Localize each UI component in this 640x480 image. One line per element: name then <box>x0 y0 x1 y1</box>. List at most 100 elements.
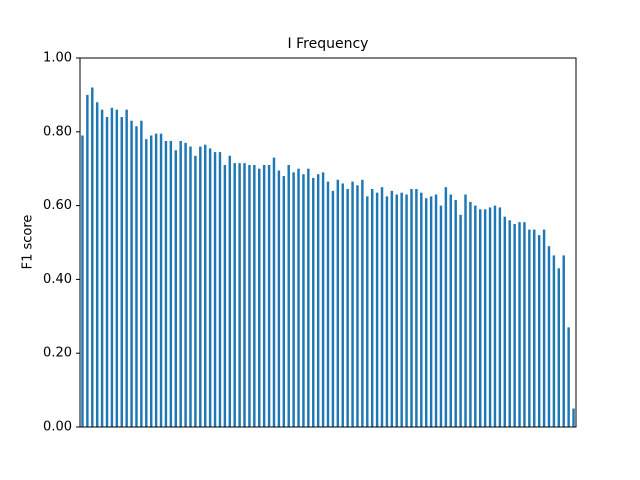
bar <box>483 209 487 427</box>
bar <box>444 187 448 427</box>
bar <box>105 117 109 427</box>
bar <box>390 190 394 427</box>
bar <box>248 165 251 427</box>
bar <box>204 144 207 427</box>
bar <box>120 117 123 427</box>
y-tick-label: 0.20 <box>43 346 72 361</box>
bar <box>503 216 507 427</box>
bar <box>528 229 531 427</box>
bar <box>400 192 403 427</box>
bar <box>439 205 443 427</box>
bar <box>415 188 418 427</box>
y-tick-label: 0.60 <box>43 198 72 213</box>
bar <box>405 194 408 427</box>
bar <box>488 207 492 427</box>
bar <box>208 148 212 427</box>
bar <box>95 102 99 427</box>
bar <box>326 181 330 427</box>
bar <box>537 235 541 427</box>
bar <box>351 181 354 427</box>
bar <box>184 142 187 427</box>
bar <box>474 205 477 427</box>
bar <box>361 179 364 427</box>
bar <box>336 179 340 427</box>
bar <box>341 183 344 427</box>
bar <box>547 246 551 427</box>
bar <box>523 222 526 427</box>
bar <box>434 194 438 427</box>
bar <box>194 155 197 427</box>
bar <box>169 141 173 427</box>
chart-title: I Frequency <box>288 36 369 52</box>
bar <box>277 170 281 428</box>
bar <box>243 163 246 428</box>
bar <box>140 120 143 427</box>
bar <box>567 327 570 427</box>
bar <box>479 209 482 427</box>
bar <box>282 176 286 427</box>
bar <box>86 94 89 428</box>
bar <box>179 141 182 427</box>
bar <box>493 205 497 427</box>
bar <box>449 194 452 427</box>
bar <box>552 255 556 427</box>
bar <box>346 188 349 427</box>
bar <box>164 141 168 427</box>
bar <box>533 229 536 427</box>
bar <box>356 185 359 427</box>
bar <box>223 165 227 427</box>
bar <box>238 163 241 428</box>
y-axis-label: F1 score <box>21 215 36 270</box>
bar <box>316 174 320 427</box>
bar <box>218 152 222 427</box>
y-tick-label: 1.00 <box>43 51 72 66</box>
bar <box>508 220 511 427</box>
bar <box>174 150 177 427</box>
bar <box>380 187 384 427</box>
bar <box>154 133 158 427</box>
bar <box>459 214 462 427</box>
bar <box>115 109 119 427</box>
bar <box>307 168 310 427</box>
bar <box>292 172 295 427</box>
bar <box>135 126 138 427</box>
bar <box>557 268 561 427</box>
bar <box>199 146 202 427</box>
bar <box>331 190 335 427</box>
y-tick-label: 0.00 <box>43 420 72 435</box>
bar <box>272 157 276 427</box>
bar <box>424 198 428 427</box>
bar <box>228 155 232 427</box>
bar <box>498 207 502 427</box>
bar <box>81 135 84 428</box>
bar <box>287 165 290 427</box>
bar <box>267 165 271 427</box>
bar <box>130 120 133 427</box>
plot-frame <box>79 57 577 428</box>
y-tick-label: 0.40 <box>43 272 72 287</box>
bar <box>110 107 114 427</box>
bar <box>464 194 467 427</box>
bar <box>366 196 369 427</box>
bar <box>572 408 575 427</box>
bar <box>513 224 516 427</box>
y-tick-label: 0.80 <box>43 124 72 139</box>
bar <box>312 177 315 427</box>
bar <box>262 165 266 427</box>
bar <box>297 168 300 427</box>
bar <box>213 152 217 427</box>
bar <box>370 188 374 427</box>
bar <box>253 165 256 427</box>
bar <box>321 172 325 427</box>
bar <box>149 135 153 428</box>
bar <box>145 139 148 427</box>
bar <box>420 192 423 427</box>
bar <box>189 146 192 427</box>
bar <box>258 168 261 427</box>
bar <box>410 188 413 427</box>
bar <box>100 109 104 427</box>
bar <box>562 255 565 427</box>
bar <box>302 174 305 427</box>
bar <box>542 229 546 427</box>
